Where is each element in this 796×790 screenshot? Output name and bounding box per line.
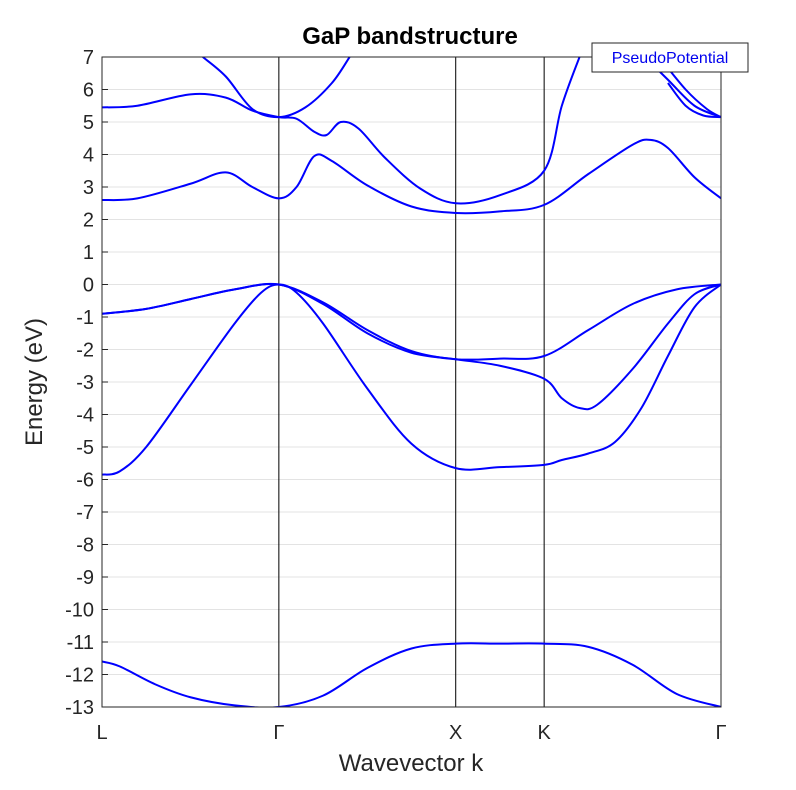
y-tick-label: 0 bbox=[83, 275, 94, 297]
y-tick-label: 5 bbox=[83, 112, 94, 134]
y-tick-label: -13 bbox=[65, 697, 94, 719]
band-line bbox=[102, 282, 721, 411]
y-tick-label: -7 bbox=[76, 502, 94, 524]
band-line bbox=[102, 138, 721, 215]
y-tick-label: 4 bbox=[83, 145, 94, 167]
y-tick-label: -6 bbox=[76, 470, 94, 492]
y-tick-label: -12 bbox=[65, 665, 94, 687]
y-tick-label: 6 bbox=[83, 80, 94, 102]
y-tick-label: 7 bbox=[83, 47, 94, 69]
y-tick-label: 2 bbox=[83, 210, 94, 232]
band-line bbox=[102, 282, 721, 361]
y-tick-label: 3 bbox=[83, 177, 94, 199]
y-tick-label: -5 bbox=[76, 437, 94, 459]
y-tick-labels: 7 6 5 4 3 2 1 0 -1 -2 -3 -4 -5 -6 -7 -8 -9 -10 -11 -12 -13 bbox=[65, 47, 108, 719]
y-tick-label: -1 bbox=[76, 307, 94, 329]
y-tick-label: -3 bbox=[76, 372, 94, 394]
y-tick-label: -2 bbox=[76, 340, 94, 362]
symmetry-lines bbox=[278, 57, 545, 707]
x-tick-label: X bbox=[449, 722, 462, 744]
y-tick-label: 1 bbox=[83, 242, 94, 264]
legend-label: PseudoPotential bbox=[612, 50, 729, 67]
band-line bbox=[102, 283, 721, 476]
grid-lines bbox=[102, 56, 721, 708]
y-tick-label: -9 bbox=[76, 567, 94, 589]
band-line bbox=[102, 57, 581, 205]
x-tick-label: Γ bbox=[273, 722, 284, 744]
x-tick-label: K bbox=[537, 722, 551, 744]
band-series bbox=[102, 57, 721, 707]
band-line bbox=[202, 57, 351, 119]
x-axis-label: Wavevector k bbox=[339, 750, 484, 777]
y-tick-label: -4 bbox=[76, 405, 94, 427]
legend: PseudoPotential bbox=[591, 42, 749, 73]
legend-box bbox=[591, 42, 749, 73]
y-tick-label: -10 bbox=[65, 600, 94, 622]
band-line bbox=[667, 82, 721, 119]
chart-title: GaP bandstructure bbox=[302, 23, 518, 50]
band-line bbox=[102, 642, 721, 707]
x-tick-label: L bbox=[96, 722, 107, 744]
y-tick-label: -8 bbox=[76, 535, 94, 557]
y-axis-label: Energy (eV) bbox=[21, 318, 48, 446]
y-tick-label: -11 bbox=[67, 632, 94, 654]
x-tick-label: Γ bbox=[715, 722, 726, 744]
